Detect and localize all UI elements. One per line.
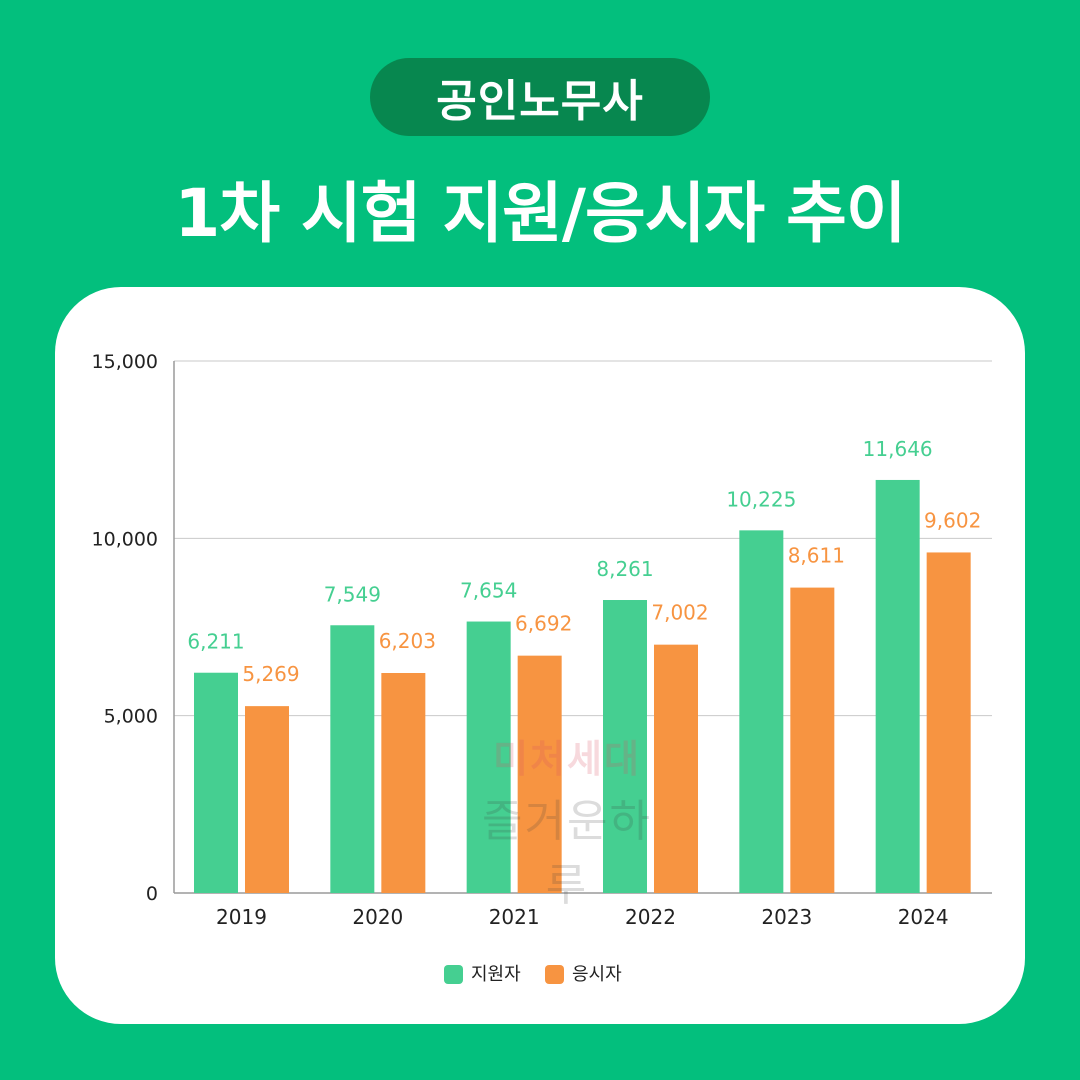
bar-applicants: [739, 530, 784, 893]
data-label: 8,611: [788, 544, 845, 568]
data-label: 6,692: [515, 612, 572, 636]
x-tick-label: 2020: [352, 905, 403, 929]
bar-examinees: [245, 706, 289, 893]
data-label: 7,549: [324, 582, 381, 606]
chart-card: [55, 287, 1025, 1024]
legend-swatch-applicants: [444, 965, 463, 984]
bar-applicants: [466, 621, 511, 893]
legend-swatch-examinees: [545, 965, 564, 984]
data-label: 7,002: [651, 601, 708, 625]
legend-label: 응시자: [572, 964, 622, 985]
x-tick-label: 2021: [489, 905, 540, 929]
y-tick-label: 10,000: [92, 528, 158, 550]
x-tick-label: 2022: [625, 905, 676, 929]
x-tick-label: 2024: [898, 905, 949, 929]
category-tag: 공인노무사: [370, 58, 710, 136]
bar-examinees: [790, 587, 835, 893]
data-label: 6,203: [379, 629, 436, 653]
y-tick-label: 5,000: [104, 706, 158, 728]
bar-applicants: [875, 479, 920, 893]
y-tick-label: 0: [146, 883, 158, 905]
bar-examinees: [926, 552, 971, 893]
data-label: 8,261: [596, 557, 653, 581]
data-label: 7,654: [460, 579, 517, 603]
bar-examinees: [381, 673, 426, 893]
legend-label: 지원자: [471, 964, 521, 985]
data-label: 6,211: [187, 630, 244, 654]
x-tick-label: 2023: [761, 905, 812, 929]
x-tick-label: 2019: [216, 905, 267, 929]
data-label: 10,225: [726, 487, 796, 511]
data-label: 9,602: [924, 508, 981, 532]
bar-examinees: [517, 655, 562, 893]
data-label: 11,646: [863, 437, 933, 461]
bar-applicants: [603, 600, 647, 893]
y-tick-label: 15,000: [92, 351, 158, 373]
data-label: 5,269: [242, 662, 299, 686]
bar-examinees: [654, 644, 698, 893]
bar-applicants: [330, 625, 375, 893]
page-title: 1차 시험 지원/응시자 추이: [174, 175, 906, 252]
bar-applicants: [194, 672, 238, 893]
